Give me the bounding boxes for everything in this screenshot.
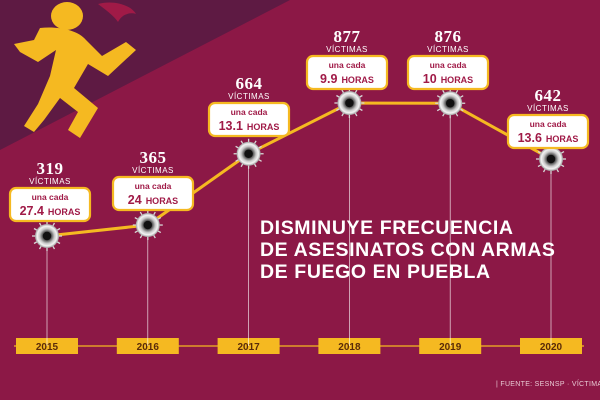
frequency-callout: una cada 9.9 HORAS — [305, 54, 389, 91]
bullet-hole-icon — [435, 88, 466, 119]
frequency-callout: una cada 24 HORAS — [111, 175, 195, 212]
running-man-icon — [14, 2, 136, 138]
year-label: 2015 — [36, 342, 59, 353]
year-label: 2017 — [237, 342, 260, 353]
callout-frequency: 27.4 HORAS — [20, 204, 81, 218]
data-label-unit: VÍCTIMAS — [326, 45, 368, 54]
frequency-callout: una cada 13.1 HORAS — [207, 101, 291, 138]
data-label-unit: VÍCTIMAS — [29, 177, 71, 186]
callout-frequency: 9.9 HORAS — [320, 72, 374, 86]
data-label-value: 664 — [236, 74, 263, 93]
bullet-hole-icon — [132, 210, 163, 241]
frequency-callout: una cada 27.4 HORAS — [8, 186, 92, 223]
data-label-value: 642 — [535, 86, 562, 105]
headline-line-1: DISMINUYE FRECUENCIA — [260, 217, 514, 239]
source-note: | FUENTE: SESNSP · VÍCTIMAS — [496, 379, 600, 388]
year-label: 2016 — [137, 342, 160, 353]
callout-prefix: una cada — [530, 119, 567, 129]
callout-prefix: una cada — [135, 181, 172, 191]
series-line-path — [46, 101, 552, 238]
data-label-value: 876 — [435, 27, 462, 46]
data-label-value: 319 — [37, 159, 64, 178]
year-label: 2018 — [338, 342, 361, 353]
bullet-hole-icon — [536, 144, 566, 175]
callout-frequency: 10 HORAS — [423, 72, 473, 86]
headline-line-2: DE ASESINATOS CON ARMAS — [260, 239, 556, 261]
callout-frequency: 13.1 HORAS — [219, 119, 280, 133]
bullet-hole-icon — [32, 221, 62, 251]
data-label-value: 877 — [334, 27, 361, 46]
x-axis: 2015 2016 2017 2018 2019 2020 — [14, 338, 584, 354]
callout-prefix: una cada — [329, 60, 366, 70]
headline: DISMINUYE FRECUENCIA DE ASESINATOS CON A… — [260, 217, 556, 283]
bullet-hole-icon — [334, 88, 365, 118]
data-label-unit: VÍCTIMAS — [427, 45, 469, 54]
callout-frequency: 13.6 HORAS — [518, 131, 579, 145]
year-label: 2019 — [439, 342, 462, 353]
data-points — [32, 88, 566, 251]
callout-prefix: una cada — [32, 192, 69, 202]
flame-decoration — [98, 2, 136, 23]
callout-prefix: una cada — [231, 107, 268, 117]
frequency-callout: una cada 10 HORAS — [406, 54, 490, 91]
data-label-unit: VÍCTIMAS — [527, 104, 569, 113]
callout-prefix: una cada — [430, 60, 467, 70]
year-label: 2020 — [540, 342, 563, 353]
stems — [46, 103, 552, 346]
bullet-hole-icon — [233, 138, 264, 169]
headline-line-3: DE FUEGO EN PUEBLA — [260, 261, 491, 283]
frequency-callout: una cada 13.6 HORAS — [506, 113, 590, 150]
callout-frequency: 24 HORAS — [128, 193, 178, 207]
data-label-unit: VÍCTIMAS — [228, 92, 270, 101]
series-line — [46, 101, 552, 238]
data-label-unit: VÍCTIMAS — [132, 166, 174, 175]
data-label-value: 365 — [140, 148, 167, 167]
